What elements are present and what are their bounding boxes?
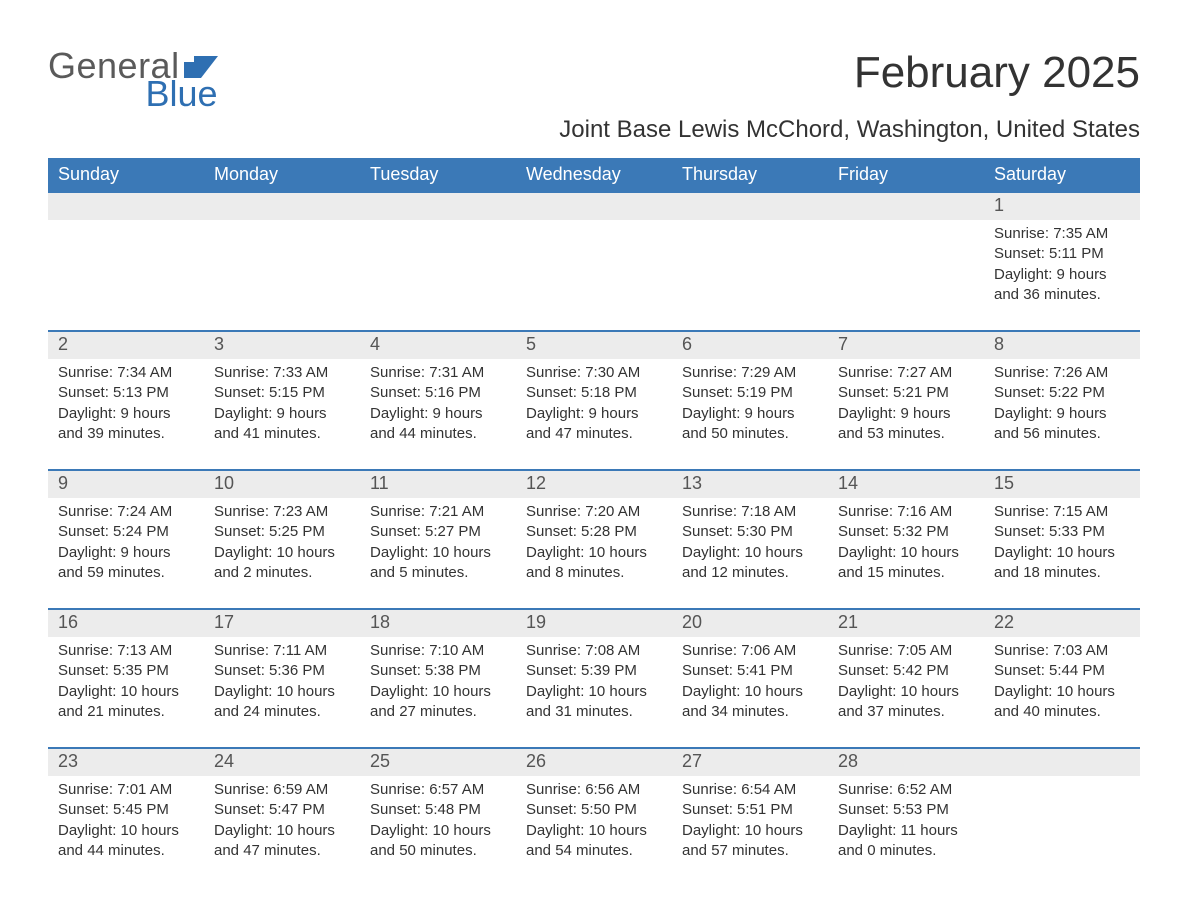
day-number: 27 bbox=[672, 749, 828, 776]
calendar-week: 16171819202122Sunrise: 7:13 AM Sunset: 5… bbox=[48, 608, 1140, 729]
calendar-week: 232425262728Sunrise: 7:01 AM Sunset: 5:4… bbox=[48, 747, 1140, 868]
day-cell: Sunrise: 7:23 AM Sunset: 5:25 PM Dayligh… bbox=[204, 498, 360, 590]
dow-monday: Monday bbox=[204, 158, 360, 193]
day-cell: Sunrise: 7:30 AM Sunset: 5:18 PM Dayligh… bbox=[516, 359, 672, 451]
dow-sunday: Sunday bbox=[48, 158, 204, 193]
day-cell: Sunrise: 7:35 AM Sunset: 5:11 PM Dayligh… bbox=[984, 220, 1140, 312]
day-number bbox=[516, 193, 672, 220]
day-cell: Sunrise: 7:34 AM Sunset: 5:13 PM Dayligh… bbox=[48, 359, 204, 451]
day-cell: Sunrise: 7:31 AM Sunset: 5:16 PM Dayligh… bbox=[360, 359, 516, 451]
day-number bbox=[48, 193, 204, 220]
dow-wednesday: Wednesday bbox=[516, 158, 672, 193]
day-number: 17 bbox=[204, 610, 360, 637]
day-number: 23 bbox=[48, 749, 204, 776]
day-number: 25 bbox=[360, 749, 516, 776]
day-cell: Sunrise: 7:29 AM Sunset: 5:19 PM Dayligh… bbox=[672, 359, 828, 451]
day-number: 2 bbox=[48, 332, 204, 359]
day-cell: Sunrise: 6:57 AM Sunset: 5:48 PM Dayligh… bbox=[360, 776, 516, 868]
month-title: February 2025 bbox=[854, 48, 1140, 98]
day-cell bbox=[360, 220, 516, 312]
logo: General Blue bbox=[48, 48, 218, 112]
day-number-row: 1 bbox=[48, 193, 1140, 220]
day-number: 12 bbox=[516, 471, 672, 498]
calendar-week: 1Sunrise: 7:35 AM Sunset: 5:11 PM Daylig… bbox=[48, 193, 1140, 312]
day-number: 1 bbox=[984, 193, 1140, 220]
day-number: 5 bbox=[516, 332, 672, 359]
day-number: 24 bbox=[204, 749, 360, 776]
day-cell: Sunrise: 6:59 AM Sunset: 5:47 PM Dayligh… bbox=[204, 776, 360, 868]
day-number: 28 bbox=[828, 749, 984, 776]
day-cell: Sunrise: 7:05 AM Sunset: 5:42 PM Dayligh… bbox=[828, 637, 984, 729]
day-cell: Sunrise: 7:11 AM Sunset: 5:36 PM Dayligh… bbox=[204, 637, 360, 729]
dow-saturday: Saturday bbox=[984, 158, 1140, 193]
day-cell: Sunrise: 6:56 AM Sunset: 5:50 PM Dayligh… bbox=[516, 776, 672, 868]
header: General Blue February 2025 bbox=[48, 48, 1140, 112]
day-cell: Sunrise: 7:20 AM Sunset: 5:28 PM Dayligh… bbox=[516, 498, 672, 590]
day-cell: Sunrise: 7:13 AM Sunset: 5:35 PM Dayligh… bbox=[48, 637, 204, 729]
day-cell: Sunrise: 7:15 AM Sunset: 5:33 PM Dayligh… bbox=[984, 498, 1140, 590]
logo-word-blue: Blue bbox=[146, 76, 218, 112]
location-subtitle: Joint Base Lewis McChord, Washington, Un… bbox=[48, 116, 1140, 144]
logo-text: General Blue bbox=[48, 48, 218, 112]
day-cell: Sunrise: 7:08 AM Sunset: 5:39 PM Dayligh… bbox=[516, 637, 672, 729]
day-number: 3 bbox=[204, 332, 360, 359]
day-number: 20 bbox=[672, 610, 828, 637]
day-cell bbox=[828, 220, 984, 312]
day-cell: Sunrise: 7:06 AM Sunset: 5:41 PM Dayligh… bbox=[672, 637, 828, 729]
day-number bbox=[672, 193, 828, 220]
day-number-row: 232425262728 bbox=[48, 749, 1140, 776]
day-number: 11 bbox=[360, 471, 516, 498]
day-number: 22 bbox=[984, 610, 1140, 637]
day-number: 21 bbox=[828, 610, 984, 637]
weeks-container: 1Sunrise: 7:35 AM Sunset: 5:11 PM Daylig… bbox=[48, 193, 1140, 868]
day-number: 7 bbox=[828, 332, 984, 359]
day-number-row: 2345678 bbox=[48, 332, 1140, 359]
day-cell: Sunrise: 7:26 AM Sunset: 5:22 PM Dayligh… bbox=[984, 359, 1140, 451]
day-cell bbox=[48, 220, 204, 312]
day-number: 16 bbox=[48, 610, 204, 637]
day-number-row: 9101112131415 bbox=[48, 471, 1140, 498]
day-number: 4 bbox=[360, 332, 516, 359]
day-cell: Sunrise: 7:18 AM Sunset: 5:30 PM Dayligh… bbox=[672, 498, 828, 590]
dow-friday: Friday bbox=[828, 158, 984, 193]
day-cell: Sunrise: 7:10 AM Sunset: 5:38 PM Dayligh… bbox=[360, 637, 516, 729]
day-number: 19 bbox=[516, 610, 672, 637]
day-cell bbox=[984, 776, 1140, 868]
day-number: 6 bbox=[672, 332, 828, 359]
day-number bbox=[360, 193, 516, 220]
day-number-row: 16171819202122 bbox=[48, 610, 1140, 637]
day-number: 9 bbox=[48, 471, 204, 498]
day-cell: Sunrise: 7:01 AM Sunset: 5:45 PM Dayligh… bbox=[48, 776, 204, 868]
day-cell: Sunrise: 7:21 AM Sunset: 5:27 PM Dayligh… bbox=[360, 498, 516, 590]
day-number bbox=[204, 193, 360, 220]
day-cell: Sunrise: 7:33 AM Sunset: 5:15 PM Dayligh… bbox=[204, 359, 360, 451]
day-number: 18 bbox=[360, 610, 516, 637]
day-number: 26 bbox=[516, 749, 672, 776]
day-cell bbox=[672, 220, 828, 312]
calendar-week: 2345678Sunrise: 7:34 AM Sunset: 5:13 PM … bbox=[48, 330, 1140, 451]
dow-thursday: Thursday bbox=[672, 158, 828, 193]
day-number bbox=[984, 749, 1140, 776]
day-cell: Sunrise: 6:54 AM Sunset: 5:51 PM Dayligh… bbox=[672, 776, 828, 868]
day-cell: Sunrise: 6:52 AM Sunset: 5:53 PM Dayligh… bbox=[828, 776, 984, 868]
day-cell bbox=[516, 220, 672, 312]
day-number: 14 bbox=[828, 471, 984, 498]
day-number: 15 bbox=[984, 471, 1140, 498]
day-number: 13 bbox=[672, 471, 828, 498]
calendar: Sunday Monday Tuesday Wednesday Thursday… bbox=[48, 158, 1140, 868]
day-cell bbox=[204, 220, 360, 312]
calendar-week: 9101112131415Sunrise: 7:24 AM Sunset: 5:… bbox=[48, 469, 1140, 590]
day-cell: Sunrise: 7:27 AM Sunset: 5:21 PM Dayligh… bbox=[828, 359, 984, 451]
day-of-week-header: Sunday Monday Tuesday Wednesday Thursday… bbox=[48, 158, 1140, 193]
day-cell: Sunrise: 7:16 AM Sunset: 5:32 PM Dayligh… bbox=[828, 498, 984, 590]
day-number: 8 bbox=[984, 332, 1140, 359]
day-cell: Sunrise: 7:03 AM Sunset: 5:44 PM Dayligh… bbox=[984, 637, 1140, 729]
dow-tuesday: Tuesday bbox=[360, 158, 516, 193]
day-number: 10 bbox=[204, 471, 360, 498]
day-number bbox=[828, 193, 984, 220]
day-cell: Sunrise: 7:24 AM Sunset: 5:24 PM Dayligh… bbox=[48, 498, 204, 590]
